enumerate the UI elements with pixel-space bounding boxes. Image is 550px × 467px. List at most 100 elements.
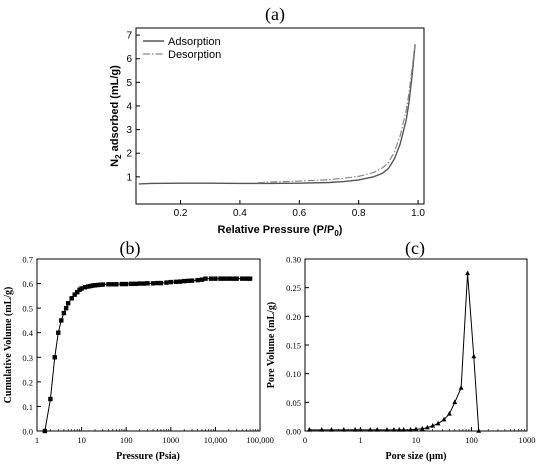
data-point bbox=[471, 353, 477, 359]
panel-a-x-axis: 0.2 0.4 0.6 0.8 1.0 bbox=[174, 200, 425, 219]
y-tick-label: 0.15 bbox=[286, 341, 301, 351]
data-point bbox=[141, 281, 147, 286]
data-point bbox=[133, 281, 138, 287]
x-tick-label: 1 bbox=[358, 435, 362, 445]
y-tick-label: 5 bbox=[126, 78, 132, 89]
data-point bbox=[155, 280, 160, 286]
data-point bbox=[114, 282, 119, 287]
data-point bbox=[85, 284, 91, 289]
y-tick-label: 0.10 bbox=[286, 369, 301, 379]
data-point bbox=[79, 286, 84, 291]
y-tick-label: 0.05 bbox=[286, 398, 301, 408]
x-tick-label: 100,000 bbox=[246, 435, 274, 445]
data-point bbox=[189, 278, 195, 283]
panel-c-y-label: Pore Volume (mL/g) bbox=[266, 302, 277, 388]
adsorption-series-line bbox=[138, 44, 416, 185]
panel-a-plot-area bbox=[135, 27, 425, 205]
panel-b-series bbox=[42, 276, 253, 434]
data-point bbox=[244, 276, 249, 281]
data-point bbox=[234, 276, 239, 281]
legend-adsorption-label: Adsorption bbox=[168, 36, 221, 48]
x-tick-label: 0.4 bbox=[233, 208, 247, 219]
y-tick-label: 7 bbox=[126, 31, 132, 42]
data-point bbox=[129, 281, 134, 287]
panel-a-label: (a) bbox=[265, 4, 285, 25]
data-point bbox=[164, 280, 169, 285]
x-tick-label: 1 bbox=[35, 435, 39, 445]
data-point bbox=[413, 426, 419, 432]
panel-b-y-label: Cumulative Volume (mL/g) bbox=[3, 287, 14, 404]
data-point bbox=[59, 318, 64, 323]
data-point bbox=[447, 411, 452, 416]
data-point bbox=[476, 428, 482, 433]
panel-c-series bbox=[306, 270, 482, 433]
x-tick-label: 100 bbox=[465, 435, 478, 445]
data-point bbox=[218, 276, 223, 281]
data-point bbox=[72, 292, 77, 297]
data-point bbox=[199, 277, 205, 282]
data-point bbox=[465, 270, 470, 276]
data-point bbox=[177, 279, 183, 284]
data-point bbox=[168, 279, 173, 285]
data-point bbox=[222, 276, 227, 281]
data-point bbox=[435, 420, 441, 426]
data-point bbox=[430, 423, 436, 428]
y-tick-label: 6 bbox=[126, 54, 132, 65]
data-point bbox=[42, 428, 48, 434]
x-tick-label: 1000 bbox=[162, 435, 179, 445]
panel-a-y-label: N2 adsorbed (mL/g) bbox=[109, 65, 123, 167]
data-point bbox=[173, 279, 179, 285]
data-point bbox=[203, 276, 208, 281]
data-point bbox=[374, 427, 380, 432]
panel-c-y-axis: 0.00 0.05 0.10 0.15 0.20 0.25 0.30 bbox=[286, 255, 309, 437]
data-series-line bbox=[309, 272, 480, 432]
panel-a-x-label: Relative Pressure (P/P0) bbox=[218, 224, 343, 238]
data-point bbox=[226, 276, 232, 281]
panel-b-plot-area bbox=[36, 258, 261, 432]
data-point bbox=[358, 427, 363, 432]
data-point bbox=[88, 283, 93, 289]
y-tick-label: 0.5 bbox=[22, 304, 33, 314]
data-point bbox=[240, 276, 245, 281]
data-point bbox=[65, 301, 71, 306]
data-point bbox=[48, 396, 53, 402]
data-point bbox=[391, 427, 397, 432]
data-point bbox=[182, 278, 187, 284]
panel-a-y-axis: 1 2 3 4 5 6 7 bbox=[126, 31, 140, 183]
y-tick-label: 0.00 bbox=[286, 427, 301, 437]
panel-b-y-axis: 0.0 0.1 0.2 0.3 0.4 0.5 0.6 0.7 bbox=[22, 255, 41, 437]
y-tick-label: 0.3 bbox=[22, 353, 33, 363]
data-point bbox=[56, 330, 61, 335]
data-point bbox=[124, 281, 129, 287]
data-point bbox=[247, 276, 253, 281]
x-tick-label: 0.6 bbox=[292, 208, 306, 219]
x-tick-label: 0.2 bbox=[174, 208, 188, 219]
data-point bbox=[458, 385, 464, 390]
data-point bbox=[137, 281, 142, 286]
y-tick-label: 0.30 bbox=[286, 255, 301, 265]
panel-c-plot-area bbox=[304, 258, 528, 432]
panel-a: (a) 0.2 0.4 0.6 0.8 1.0 1 2 3 4 5 6 7 Adsorption D… bbox=[109, 4, 425, 238]
panel-c-label: (c) bbox=[405, 238, 425, 259]
panel-c-x-label: Pore size (μm) bbox=[385, 451, 446, 462]
data-series-line bbox=[44, 278, 251, 432]
data-point bbox=[341, 427, 347, 432]
data-point bbox=[97, 282, 103, 287]
data-point bbox=[106, 282, 111, 287]
y-tick-label: 0.0 bbox=[22, 427, 33, 437]
x-tick-label: 1000 bbox=[519, 435, 536, 445]
legend-desorption-label: Desorption bbox=[168, 49, 221, 61]
y-tick-label: 0.4 bbox=[22, 328, 33, 338]
data-point bbox=[52, 355, 57, 360]
data-point bbox=[396, 427, 402, 432]
data-point bbox=[186, 278, 191, 284]
data-point bbox=[158, 280, 164, 286]
x-tick-label: 100 bbox=[120, 435, 133, 445]
x-tick-label: 10 bbox=[412, 435, 421, 445]
data-point bbox=[401, 427, 407, 432]
data-point bbox=[213, 276, 218, 281]
y-tick-label: 0.1 bbox=[22, 402, 33, 412]
data-point bbox=[92, 283, 98, 288]
data-point bbox=[82, 285, 88, 290]
y-tick-label: 1 bbox=[126, 172, 132, 183]
